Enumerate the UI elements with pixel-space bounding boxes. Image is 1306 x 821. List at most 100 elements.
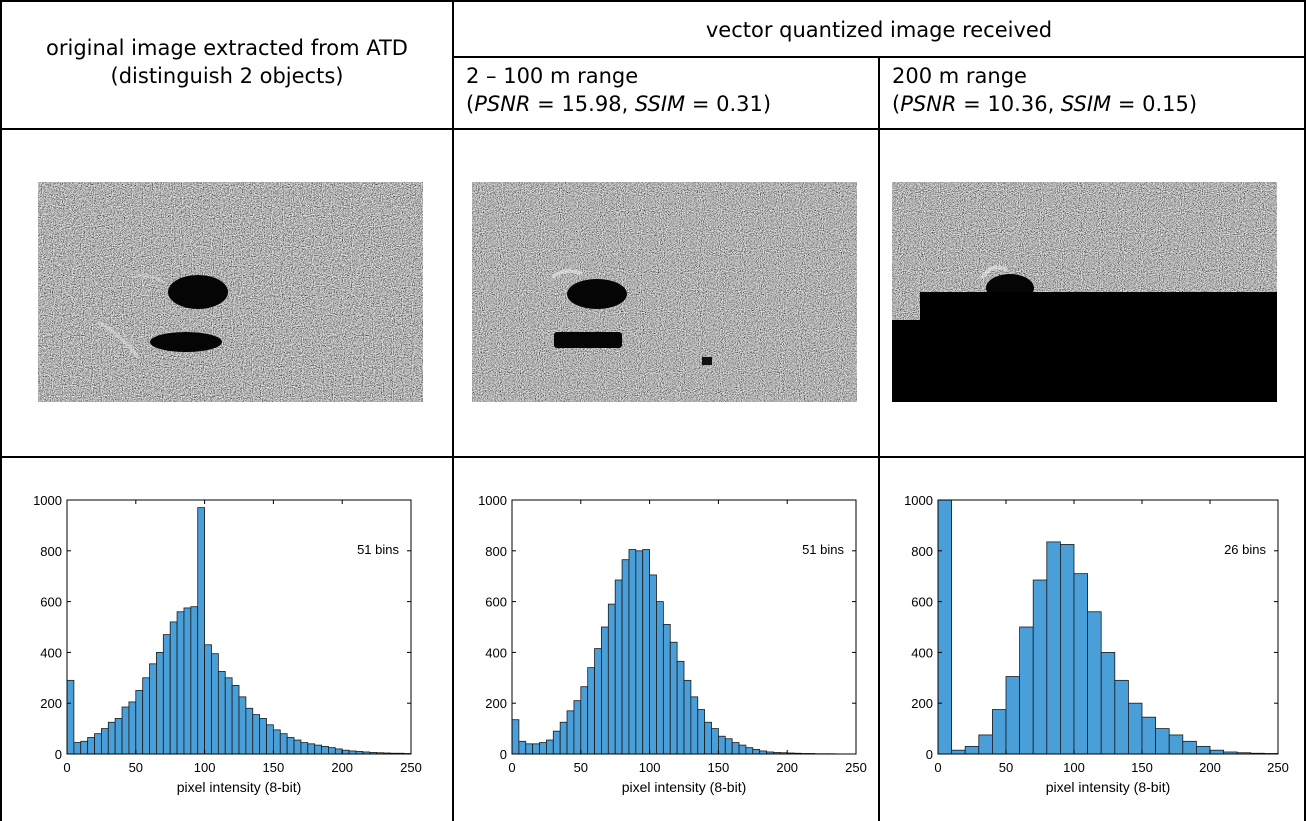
table-border-right [1304, 0, 1306, 821]
col1-header-line1: original image extracted from ATD [46, 36, 408, 60]
histogram-bar [1127, 702, 1143, 755]
x-axis-label: pixel intensity (8-bit) [622, 779, 747, 795]
bins-annotation: 26 bins [1224, 542, 1266, 557]
histogram-bar [94, 733, 102, 755]
x-tick-label: 150 [1131, 760, 1153, 775]
table-rule-images [0, 456, 1306, 458]
histogram-bar [964, 745, 980, 755]
object-shadow-2 [554, 332, 622, 348]
y-tick-label: 0 [500, 747, 507, 762]
x-tick-label: 0 [508, 760, 515, 775]
histogram-bar [676, 660, 685, 755]
histogram-bar [594, 648, 602, 755]
histogram-original: 0 50 100 150 200 250 0 200 400 600 800 1000 pixel in… [0, 470, 450, 820]
histogram-bar [724, 738, 733, 755]
x-tick-label: 200 [331, 760, 353, 775]
col2-header: 2 – 100 m range (PSNR = 15.98, SSIM = 0.… [466, 62, 771, 118]
histogram-bar [978, 734, 993, 755]
object-shadow-2 [150, 332, 222, 352]
x-tick-label: 100 [1063, 760, 1085, 775]
histogram-bar [1155, 728, 1170, 755]
y-tick-label: 600 [485, 595, 507, 610]
table-col-divider-2 [878, 56, 880, 821]
histogram-bars [511, 549, 836, 755]
col3-ssim-label: SSIM [1060, 92, 1112, 116]
histogram-bar [669, 641, 678, 755]
x-tick-label: 100 [639, 760, 661, 775]
histogram-bars [937, 499, 1279, 755]
histogram-bar [66, 679, 75, 755]
histogram-bar [525, 743, 534, 755]
histogram-bar [279, 733, 288, 755]
histogram-vq-2-100m: 0 50 100 150 200 250 0 200 400 600 800 1000 pixel in… [452, 470, 878, 820]
histogram-bar [649, 574, 657, 755]
histogram-bar [321, 745, 329, 755]
histogram-bar [635, 550, 644, 755]
histogram-bar [1195, 745, 1211, 755]
histogram-bar [642, 549, 651, 755]
histogram-bar [1032, 579, 1048, 755]
histogram-bar [532, 743, 540, 755]
histogram-bar [1046, 541, 1061, 755]
x-axis-label: pixel intensity (8-bit) [177, 779, 302, 795]
histogram-bar [621, 559, 630, 755]
histogram-bar [628, 549, 637, 755]
histogram-bar [259, 718, 267, 755]
histogram-bar [197, 507, 206, 755]
y-tick-label: 600 [40, 595, 62, 610]
y-tick-label: 200 [911, 696, 933, 711]
histogram-bar [1059, 544, 1075, 755]
histogram-bar [607, 603, 616, 755]
bins-annotation: 51 bins [802, 542, 844, 557]
y-tick-label: 400 [911, 645, 933, 660]
histogram-bar [745, 747, 754, 755]
y-tick-label: 0 [55, 747, 62, 762]
x-tick-label: 250 [845, 760, 867, 775]
plot-frame [511, 499, 857, 755]
histogram-bar [224, 677, 233, 755]
x-tick-label: 50 [129, 760, 143, 775]
col3-psnr-value: = 10.36, [956, 92, 1061, 116]
object-shadow-1 [567, 279, 627, 309]
col2-psnr-label: PSNR [474, 92, 531, 116]
col2-metrics: (PSNR = 15.98, SSIM = 0.31) [466, 90, 771, 118]
histogram-bar [738, 744, 747, 755]
histogram-bar [286, 737, 295, 755]
histogram-bar [266, 724, 274, 755]
col1-header-line2: (distinguish 2 objects) [110, 64, 344, 88]
histogram-bar [101, 728, 109, 755]
histogram-bar [937, 499, 953, 755]
histogram-bar [951, 749, 966, 755]
plot-frame [937, 499, 1279, 755]
missing-data-block [892, 292, 1277, 402]
col3-range-label: 200 m range [892, 64, 1027, 88]
x-tick-label: 150 [263, 760, 285, 775]
histogram-bar [190, 606, 199, 755]
plot-frame [66, 499, 412, 755]
histogram-bar [511, 719, 520, 755]
col3-ssim-value: = 0.15) [1111, 92, 1198, 116]
y-tick-label: 800 [911, 544, 933, 559]
x-tick-label: 150 [708, 760, 730, 775]
histogram-bar [552, 730, 561, 755]
histogram-bar [662, 624, 671, 755]
y-tick-label: 200 [40, 696, 62, 711]
table-rule-header [0, 128, 1306, 130]
y-tick-label: 0 [926, 747, 933, 762]
histogram-bar [217, 671, 226, 755]
histogram-bar [149, 663, 157, 755]
histogram-bar [307, 743, 316, 755]
histogram-bar [162, 634, 171, 755]
histogram-bar [142, 677, 150, 755]
histogram-bar [80, 740, 89, 755]
histogram-bar [121, 706, 130, 755]
histogram-bar [114, 718, 123, 755]
col1-header: original image extracted from ATD (disti… [4, 34, 450, 90]
histogram-bar [204, 644, 212, 755]
histogram-bar [717, 735, 726, 755]
histogram-bar [1141, 716, 1157, 755]
histogram-bars [66, 507, 412, 755]
histogram-bar [334, 748, 343, 755]
y-tick-label: 800 [485, 544, 507, 559]
object-shadow-1 [168, 275, 228, 309]
